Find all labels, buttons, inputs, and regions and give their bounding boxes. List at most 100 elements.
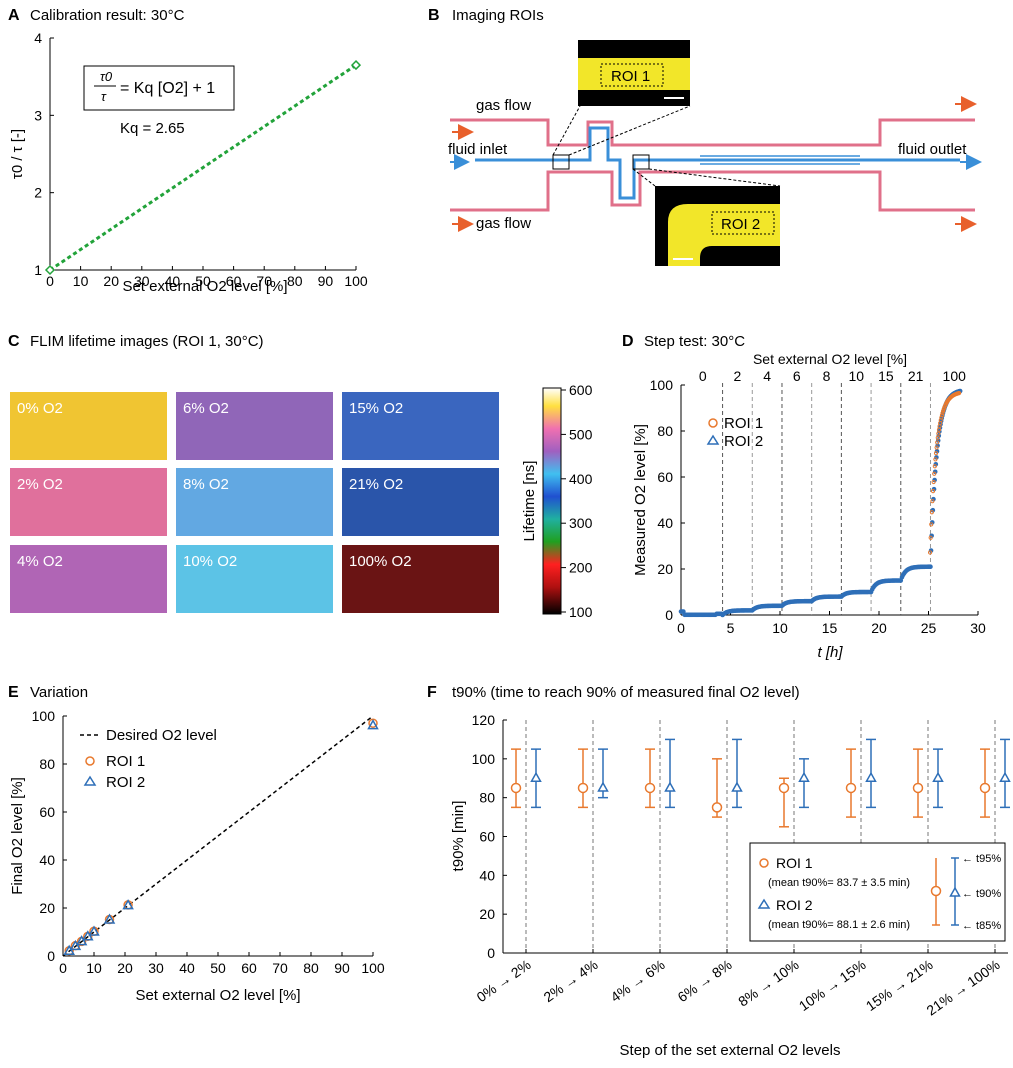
f-point-roi1 bbox=[845, 782, 857, 794]
flim-tile-label: 6% O2 bbox=[183, 400, 229, 417]
flim-tile bbox=[342, 392, 499, 460]
d-point-roi1 bbox=[933, 457, 938, 462]
tick-label-d-y: 20 bbox=[657, 561, 673, 577]
tick-label-d-y: 80 bbox=[657, 423, 673, 439]
panel-a-axes: 0 10 20 30 40 50 60 70 80 90 100 1 2 3 4 bbox=[34, 30, 368, 289]
panel-e-points bbox=[63, 718, 379, 956]
roi2-image: ROI 2 bbox=[655, 186, 780, 266]
d-point-roi1 bbox=[935, 440, 940, 445]
f-point-roi2 bbox=[664, 781, 676, 792]
legend-f-key-t90: ← t90% bbox=[962, 888, 1001, 900]
tick-label-a-x: 0 bbox=[46, 273, 54, 289]
d-point-roi1 bbox=[934, 445, 939, 450]
colorbar-tick-label: 200 bbox=[569, 560, 593, 576]
tick-label-a-x: 20 bbox=[103, 273, 119, 289]
legend-f-roi2-mean: (mean t90%= 88.1 ± 2.6 min) bbox=[768, 919, 910, 931]
desired-o2-line bbox=[62, 715, 374, 957]
legend-e-desired: Desired O2 level bbox=[106, 727, 217, 744]
panel-b: B Imaging ROIs gas flow gas flow fluid i… bbox=[428, 7, 982, 266]
d-point-roi1 bbox=[930, 489, 936, 494]
e-point-roi2 bbox=[82, 930, 94, 941]
tick-label-e-x: 30 bbox=[148, 960, 164, 976]
panel-f-axes: 0 20 40 60 80 100 120 bbox=[472, 712, 1008, 961]
panel-d-data: 0 2 4 6 8 10 15 21 100 bbox=[678, 368, 966, 618]
flim-tile-label: 4% O2 bbox=[17, 553, 63, 570]
d-point-roi2 bbox=[931, 496, 936, 502]
eq-numerator: τ0 bbox=[100, 69, 113, 84]
tick-label-e-x: 60 bbox=[241, 960, 257, 976]
d-point-roi1 bbox=[932, 464, 937, 469]
colorbar-tick-label: 500 bbox=[569, 426, 593, 442]
roi1-image-label: ROI 1 bbox=[611, 68, 650, 85]
tick-label-a-x: 70 bbox=[256, 273, 272, 289]
tick-label-a-x: 10 bbox=[73, 273, 89, 289]
d-point-roi2 bbox=[932, 469, 938, 475]
f-category-label: 2% → 4% bbox=[541, 956, 601, 1005]
tick-label-f-y: 80 bbox=[479, 790, 495, 806]
panel-c-title: FLIM lifetime images (ROI 1, 30°C) bbox=[30, 333, 264, 350]
legend-d-roi2-marker bbox=[706, 434, 720, 445]
calib-point bbox=[44, 264, 56, 276]
flim-tile-label: 2% O2 bbox=[17, 476, 63, 493]
d-point-roi1 bbox=[957, 390, 962, 396]
tick-label-e-x: 90 bbox=[334, 960, 350, 976]
roi2-image-label: ROI 2 bbox=[721, 216, 760, 233]
d-point-roi1 bbox=[939, 413, 945, 418]
gas-flow-bottom-label: gas flow bbox=[476, 215, 531, 232]
tick-label-e-x: 70 bbox=[272, 960, 288, 976]
f-point-roi1 bbox=[912, 782, 924, 794]
colorbar-tick-label: 100 bbox=[569, 604, 593, 620]
d-point-roi1 bbox=[928, 535, 933, 540]
step-label: 21 bbox=[908, 368, 924, 384]
f-category-label: 8% → 10% bbox=[735, 956, 802, 1009]
tick-label-a-y: 1 bbox=[34, 262, 42, 278]
colorbar-tick-label: 300 bbox=[569, 515, 593, 531]
f-point-roi2 bbox=[999, 771, 1011, 782]
d-point-roi1 bbox=[929, 510, 934, 515]
f-category-label: 21% → 100% bbox=[923, 956, 1002, 1018]
e-point-roi2 bbox=[88, 925, 100, 936]
panel-e-title: Variation bbox=[30, 684, 88, 701]
colorbar-label: Lifetime [ns] bbox=[521, 461, 538, 542]
panel-d-axes: 0 5 10 15 20 25 30 0 20 40 60 80 100 bbox=[650, 377, 986, 636]
e-point-roi2 bbox=[103, 913, 116, 924]
panel-a-points bbox=[44, 60, 362, 276]
d-point-roi1 bbox=[940, 410, 945, 416]
flim-tile-label: 100% O2 bbox=[349, 553, 412, 570]
step-label: 15 bbox=[878, 368, 894, 384]
flim-tile-label: 10% O2 bbox=[183, 553, 237, 570]
tick-label-e-y: 0 bbox=[47, 948, 55, 964]
panel-a-fit-line bbox=[49, 63, 357, 272]
flim-tiles: 0% O2 6% O2 15% O2 2% O2 8% O2 21% O2 4% O2 10%… bbox=[10, 392, 499, 613]
step-label: 0 bbox=[699, 368, 707, 384]
panel-d-title: Step test: 30°C bbox=[644, 333, 745, 350]
panel-e-ylabel: Final O2 level [%] bbox=[9, 777, 26, 895]
d-point-roi2 bbox=[929, 533, 934, 539]
e-point-roi2 bbox=[75, 935, 88, 946]
panel-e-legend: Desired O2 level ROI 1 ROI 2 bbox=[80, 727, 217, 791]
fluid-outlet-label: fluid outlet bbox=[898, 141, 967, 158]
legend-d-roi1-marker bbox=[708, 418, 718, 428]
roi1-marker bbox=[552, 154, 570, 170]
flim-tile bbox=[176, 468, 333, 536]
tick-label-e-x: 20 bbox=[117, 960, 133, 976]
e-point-roi2 bbox=[122, 899, 134, 910]
f-category-label: 10% → 15% bbox=[796, 956, 869, 1014]
panel-e-xlabel: Set external O2 level [%] bbox=[135, 987, 300, 1004]
flim-tile-label: 21% O2 bbox=[349, 476, 403, 493]
f-point-roi2 bbox=[530, 771, 542, 782]
tick-label-f-y: 40 bbox=[479, 867, 495, 883]
flim-tile-label: 15% O2 bbox=[349, 400, 403, 417]
tick-label-d-y: 100 bbox=[650, 377, 674, 393]
f-point-roi1 bbox=[778, 782, 790, 794]
d-point-roi1 bbox=[933, 451, 939, 456]
d-point-roi1 bbox=[939, 415, 944, 420]
tick-label-e-x: 80 bbox=[303, 960, 319, 976]
legend-f-key bbox=[930, 857, 961, 926]
eq-denominator: τ bbox=[101, 89, 107, 104]
tick-label-d-y: 40 bbox=[657, 515, 673, 531]
panel-d-xlabel: t [h] bbox=[817, 644, 843, 661]
panel-f-letter: F bbox=[427, 684, 437, 701]
tick-label-a-x: 90 bbox=[318, 273, 334, 289]
e-point-roi2 bbox=[63, 944, 75, 955]
